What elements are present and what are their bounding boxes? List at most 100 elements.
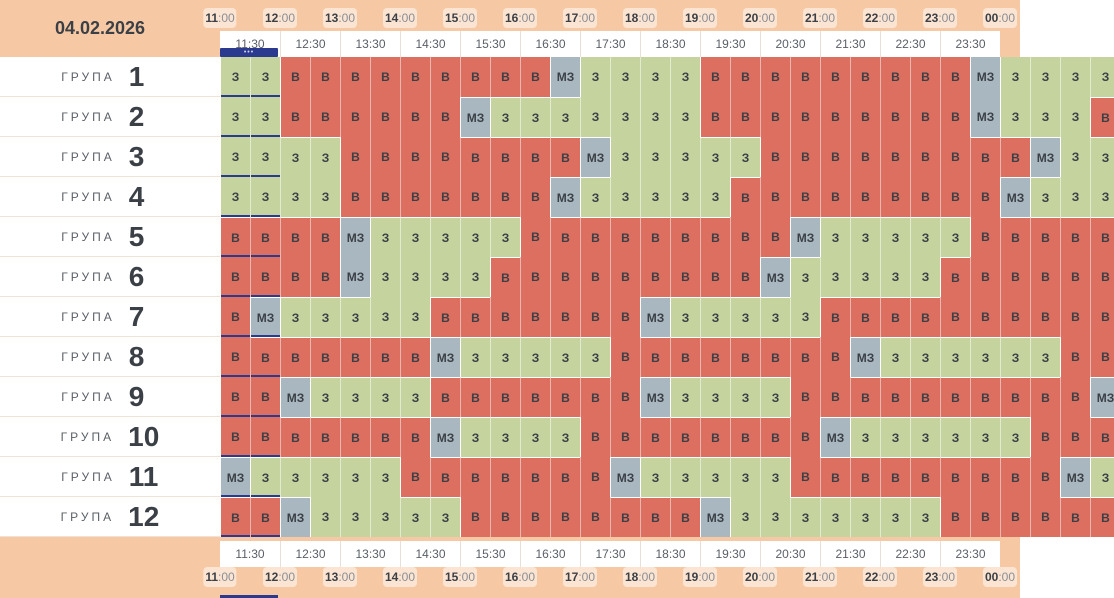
schedule-cell[interactable]: В <box>880 177 910 217</box>
schedule-cell[interactable]: В <box>970 177 1000 217</box>
schedule-cell[interactable]: З <box>850 497 880 537</box>
schedule-cell[interactable]: В <box>340 337 370 377</box>
schedule-cell[interactable]: В <box>700 217 730 257</box>
schedule-cell[interactable]: В <box>1090 337 1114 377</box>
schedule-cell[interactable]: З <box>1000 417 1030 457</box>
schedule-cell[interactable]: З <box>340 297 370 337</box>
schedule-cell[interactable]: В <box>610 257 640 297</box>
schedule-cell[interactable]: В <box>610 417 640 457</box>
schedule-cell[interactable]: В <box>880 137 910 177</box>
schedule-cell[interactable]: МЗ <box>550 57 580 97</box>
schedule-cell[interactable]: В <box>280 417 310 457</box>
schedule-cell[interactable]: З <box>250 57 280 97</box>
schedule-cell[interactable]: В <box>880 97 910 137</box>
schedule-cell[interactable]: З <box>490 97 520 137</box>
schedule-cell[interactable]: В <box>670 337 700 377</box>
schedule-cell[interactable]: З <box>910 417 940 457</box>
schedule-cell[interactable]: В <box>1030 457 1060 497</box>
schedule-cell[interactable]: В <box>790 377 820 417</box>
schedule-cell[interactable]: В <box>910 57 940 97</box>
schedule-cell[interactable]: В <box>730 57 760 97</box>
schedule-cell[interactable]: З <box>340 457 370 497</box>
schedule-cell[interactable]: В <box>820 337 850 377</box>
schedule-cell[interactable]: З <box>760 497 790 537</box>
schedule-cell[interactable]: В <box>490 137 520 177</box>
schedule-cell[interactable]: МЗ <box>970 57 1000 97</box>
schedule-cell[interactable]: В <box>700 257 730 297</box>
schedule-cell[interactable]: МЗ <box>280 497 310 537</box>
schedule-cell[interactable]: З <box>1060 57 1090 97</box>
schedule-cell[interactable]: МЗ <box>1090 377 1114 417</box>
schedule-cell[interactable]: З <box>820 257 850 297</box>
schedule-cell[interactable]: В <box>670 497 700 537</box>
schedule-cell[interactable]: З <box>910 497 940 537</box>
schedule-cell[interactable]: МЗ <box>550 177 580 217</box>
schedule-cell[interactable]: В <box>250 417 280 457</box>
schedule-cell[interactable]: В <box>790 97 820 137</box>
schedule-cell[interactable]: В <box>880 377 910 417</box>
schedule-cell[interactable]: З <box>250 137 280 177</box>
schedule-cell[interactable]: З <box>1090 57 1114 97</box>
schedule-cell[interactable]: З <box>910 257 940 297</box>
schedule-cell[interactable]: В <box>550 297 580 337</box>
schedule-cell[interactable]: З <box>610 137 640 177</box>
schedule-cell[interactable]: З <box>250 177 280 217</box>
schedule-cell[interactable]: З <box>460 417 490 457</box>
schedule-cell[interactable]: В <box>520 137 550 177</box>
schedule-cell[interactable]: З <box>670 377 700 417</box>
schedule-cell[interactable]: В <box>220 417 250 457</box>
schedule-cell[interactable]: В <box>760 337 790 377</box>
schedule-cell[interactable]: МЗ <box>340 257 370 297</box>
schedule-cell[interactable]: В <box>550 137 580 177</box>
schedule-cell[interactable]: В <box>1030 497 1060 537</box>
schedule-cell[interactable]: З <box>790 257 820 297</box>
schedule-cell[interactable]: З <box>310 457 340 497</box>
schedule-cell[interactable]: В <box>490 57 520 97</box>
schedule-cell[interactable]: В <box>1090 97 1114 137</box>
schedule-cell[interactable]: В <box>310 257 340 297</box>
schedule-cell[interactable]: В <box>820 97 850 137</box>
schedule-cell[interactable]: В <box>850 137 880 177</box>
schedule-cell[interactable]: З <box>1030 97 1060 137</box>
schedule-cell[interactable]: З <box>370 217 400 257</box>
schedule-cell[interactable]: В <box>580 457 610 497</box>
schedule-cell[interactable]: В <box>700 57 730 97</box>
schedule-cell[interactable]: В <box>280 257 310 297</box>
schedule-cell[interactable]: В <box>520 297 550 337</box>
schedule-cell[interactable]: З <box>730 457 760 497</box>
schedule-cell[interactable]: З <box>730 497 760 537</box>
schedule-cell[interactable]: В <box>340 97 370 137</box>
schedule-cell[interactable]: МЗ <box>430 417 460 457</box>
schedule-cell[interactable]: МЗ <box>820 417 850 457</box>
schedule-cell[interactable]: В <box>400 137 430 177</box>
schedule-cell[interactable]: В <box>580 377 610 417</box>
schedule-cell[interactable]: В <box>490 177 520 217</box>
schedule-cell[interactable]: В <box>340 177 370 217</box>
schedule-cell[interactable]: З <box>460 257 490 297</box>
schedule-cell[interactable]: З <box>970 417 1000 457</box>
schedule-cell[interactable]: В <box>430 457 460 497</box>
schedule-cell[interactable]: З <box>400 257 430 297</box>
schedule-cell[interactable]: З <box>760 297 790 337</box>
schedule-cell[interactable]: З <box>640 457 670 497</box>
schedule-cell[interactable]: В <box>1090 257 1114 297</box>
schedule-cell[interactable]: В <box>1060 497 1090 537</box>
schedule-cell[interactable]: В <box>400 457 430 497</box>
schedule-cell[interactable]: МЗ <box>640 377 670 417</box>
schedule-cell[interactable]: З <box>520 97 550 137</box>
schedule-cell[interactable]: З <box>550 337 580 377</box>
schedule-cell[interactable]: З <box>700 377 730 417</box>
schedule-cell[interactable]: З <box>850 217 880 257</box>
schedule-cell[interactable]: В <box>220 377 250 417</box>
schedule-cell[interactable]: В <box>1060 297 1090 337</box>
schedule-cell[interactable]: В <box>370 137 400 177</box>
schedule-cell[interactable]: В <box>970 137 1000 177</box>
schedule-cell[interactable]: З <box>280 137 310 177</box>
schedule-cell[interactable]: В <box>850 97 880 137</box>
schedule-cell[interactable]: З <box>370 457 400 497</box>
schedule-cell[interactable]: В <box>220 297 250 337</box>
schedule-cell[interactable]: МЗ <box>1060 457 1090 497</box>
schedule-cell[interactable]: В <box>850 297 880 337</box>
schedule-cell[interactable]: В <box>1060 337 1090 377</box>
schedule-cell[interactable]: З <box>250 97 280 137</box>
